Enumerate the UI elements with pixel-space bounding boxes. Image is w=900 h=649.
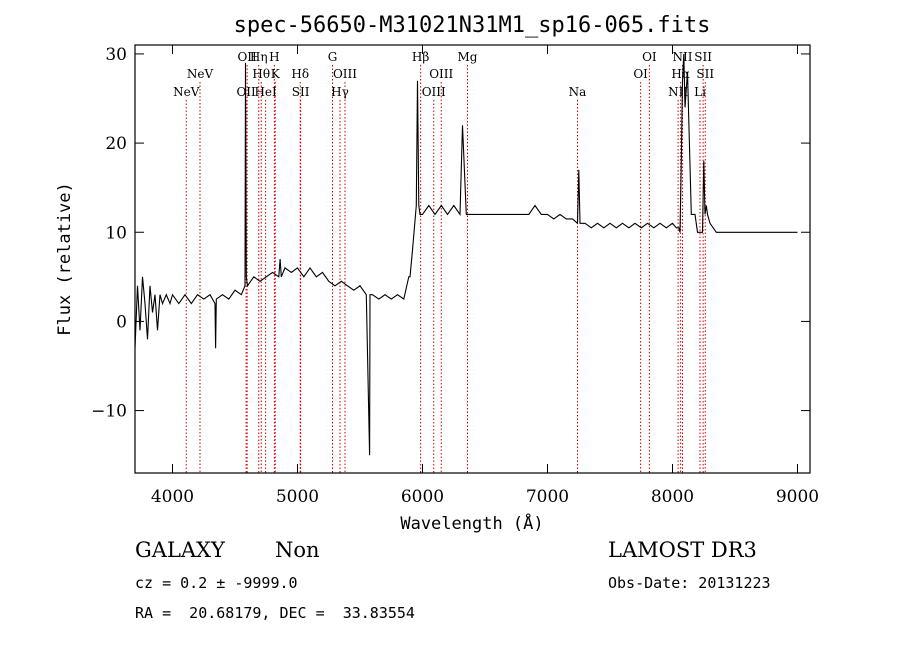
spectrum-line bbox=[134, 53, 798, 456]
line-marker-label: NeV bbox=[187, 67, 214, 81]
y-tick-label: 10 bbox=[105, 223, 127, 243]
line-marker-label: NeV bbox=[173, 85, 200, 99]
x-tick-label: 5000 bbox=[276, 487, 319, 507]
line-marker-label: Hδ bbox=[291, 67, 309, 81]
line-marker-label: Hγ bbox=[331, 85, 349, 99]
y-tick-label: −10 bbox=[91, 402, 127, 422]
x-axis: 4000 5000 6000 7000 8000 9000 bbox=[151, 45, 819, 507]
line-marker-label: Hθ bbox=[252, 67, 270, 81]
y-axis-label: Flux (relative) bbox=[55, 182, 75, 336]
y-axis: −10 0 10 20 30 bbox=[91, 45, 810, 422]
line-marker-label: Hβ bbox=[412, 50, 429, 64]
line-marker-label: Hα bbox=[671, 67, 690, 81]
survey-name: LAMOST DR3 bbox=[608, 538, 757, 562]
line-marker-label: H bbox=[269, 50, 279, 64]
y-tick-label: 20 bbox=[105, 134, 127, 154]
observation-date: Obs-Date: 20131223 bbox=[608, 574, 771, 592]
line-marker-label: SII bbox=[696, 67, 714, 81]
plot-frame bbox=[134, 44, 811, 474]
object-type: GALAXY bbox=[135, 538, 225, 562]
line-marker-label: Hη bbox=[250, 50, 268, 64]
line-marker-label: OI bbox=[633, 67, 648, 81]
line-marker-label: OIII bbox=[422, 85, 446, 99]
x-tick-label: 6000 bbox=[401, 487, 444, 507]
line-marker-label: NII bbox=[668, 85, 688, 99]
line-marker-label: K bbox=[271, 67, 281, 81]
line-marker-label: Li bbox=[694, 85, 706, 99]
x-tick-label: 7000 bbox=[526, 487, 569, 507]
redshift-cz: cz = 0.2 ± -9999.0 bbox=[135, 574, 298, 592]
line-marker-label: NII bbox=[673, 50, 693, 64]
line-marker-label: OII bbox=[237, 50, 257, 64]
coordinates: RA = 20.68179, DEC = 33.83554 bbox=[135, 604, 415, 622]
y-tick-label: 30 bbox=[105, 45, 127, 65]
line-marker-label: Na bbox=[569, 85, 587, 99]
line-marker-label: OII bbox=[236, 85, 256, 99]
y-tick-label: 0 bbox=[116, 312, 127, 332]
x-axis-label: Wavelength (Å) bbox=[400, 512, 543, 534]
line-marker-label: SII bbox=[292, 85, 310, 99]
line-marker-label: G bbox=[328, 50, 338, 64]
line-marker-label: OIII bbox=[333, 67, 357, 81]
line-marker-label: HeI bbox=[254, 85, 277, 99]
subclass: Non bbox=[275, 538, 320, 562]
chart-title: spec-56650-M31021N31M1_sp16-065.fits bbox=[234, 13, 711, 38]
x-tick-label: 8000 bbox=[651, 487, 694, 507]
emission-line-markers bbox=[185, 65, 706, 473]
x-tick-label: 9000 bbox=[776, 487, 819, 507]
line-marker-label: OI bbox=[642, 50, 657, 64]
line-marker-label: SII bbox=[694, 50, 712, 64]
x-tick-label: 4000 bbox=[151, 487, 194, 507]
line-marker-label: OIII bbox=[429, 67, 453, 81]
line-marker-label: Mg bbox=[458, 50, 478, 64]
